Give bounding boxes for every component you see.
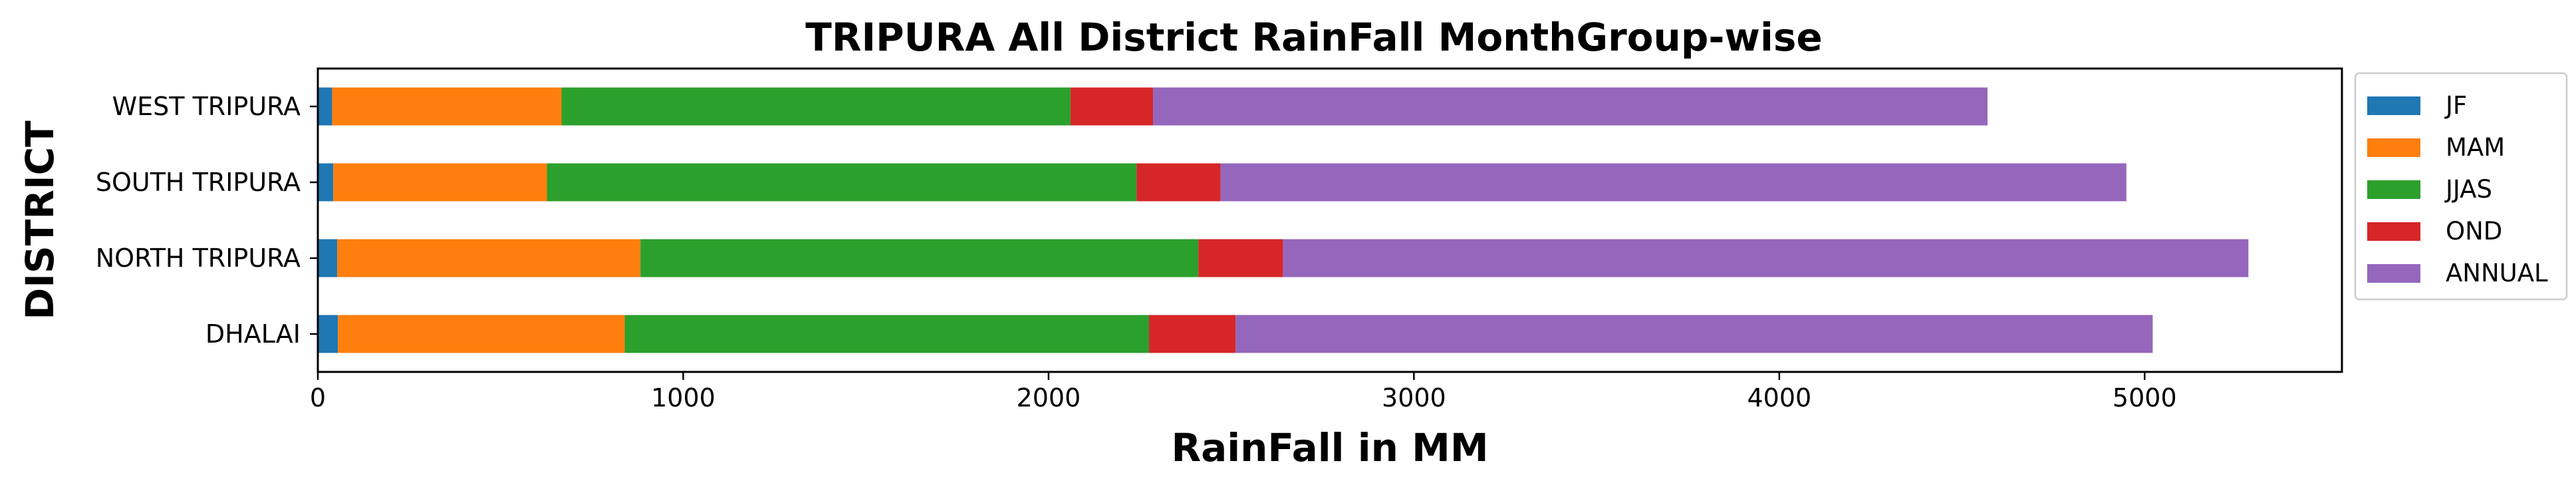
- x-axis-ticks: 0 1000 2000 3000 4000 5000: [310, 372, 2177, 412]
- x-tick-label: 2000: [1017, 383, 1081, 412]
- y-axis-ticks: DHALAI NORTH TRIPURA SOUTH TRIPURA WEST TRI…: [96, 92, 318, 349]
- y-axis-title: DISTRICT: [17, 120, 63, 320]
- bar-north-tripura-jf: [318, 239, 338, 277]
- bar-south-tripura-jf: [318, 163, 334, 202]
- plot-area-frame: [317, 67, 2343, 373]
- legend-items: JF MAM JJAS OND ANNUAL: [2367, 91, 2548, 287]
- bar-north-tripura-ond: [1198, 239, 1283, 277]
- legend-label-jf: JF: [2444, 91, 2467, 120]
- bar-west-tripura-jf: [318, 87, 332, 126]
- legend-frame: [2354, 72, 2568, 301]
- bar-south-tripura-mam: [333, 163, 547, 202]
- y-tick-label-west-tripura: WEST TRIPURA: [112, 92, 301, 121]
- bar-dhalai-jjas: [624, 315, 1150, 353]
- y-tick-label-south-tripura: SOUTH TRIPURA: [96, 168, 301, 197]
- bar-north-tripura-jjas: [640, 239, 1199, 277]
- bar-dhalai-jf: [318, 315, 338, 353]
- y-tick-label-north-tripura: NORTH TRIPURA: [96, 244, 301, 273]
- bar-west-tripura-annual: [1153, 87, 1988, 126]
- bar-south-tripura-ond: [1136, 163, 1221, 202]
- x-tick-label: 0: [310, 383, 326, 412]
- bar-west-tripura-ond: [1070, 87, 1154, 126]
- legend-swatch-mam: [2367, 138, 2420, 157]
- x-tick-label: 5000: [2113, 383, 2177, 412]
- x-axis-title: RainFall in MM: [1171, 425, 1488, 470]
- legend-swatch-jjas: [2367, 180, 2420, 199]
- legend-label-annual: ANNUAL: [2446, 259, 2548, 287]
- legend-swatch-ond: [2367, 222, 2420, 241]
- legend-swatch-jf: [2367, 96, 2420, 115]
- bar-south-tripura-annual: [1220, 163, 2126, 202]
- legend-label-jjas: JJAS: [2444, 175, 2492, 204]
- bar-dhalai-ond: [1149, 315, 1236, 353]
- bar-west-tripura-mam: [332, 87, 562, 126]
- bar-west-tripura-jjas: [561, 87, 1071, 126]
- x-tick-label: 4000: [1747, 383, 1811, 412]
- bars-layer: [318, 87, 2249, 353]
- legend-label-ond: OND: [2446, 217, 2502, 245]
- legend-swatch-annual: [2367, 264, 2420, 283]
- bar-dhalai-annual: [1235, 315, 2153, 353]
- bar-north-tripura-mam: [337, 239, 641, 277]
- bar-south-tripura-jjas: [547, 163, 1137, 202]
- y-tick-label-dhalai: DHALAI: [205, 319, 301, 349]
- bar-dhalai-mam: [338, 315, 625, 353]
- chart-legend: JF MAM JJAS OND ANNUAL: [2354, 72, 2568, 301]
- x-tick-label: 3000: [1382, 383, 1446, 412]
- x-tick-label: 1000: [651, 383, 715, 412]
- bar-north-tripura-annual: [1283, 239, 2249, 277]
- chart-title: TRIPURA All District RainFall MonthGroup…: [805, 15, 1822, 60]
- legend-label-mam: MAM: [2446, 133, 2505, 162]
